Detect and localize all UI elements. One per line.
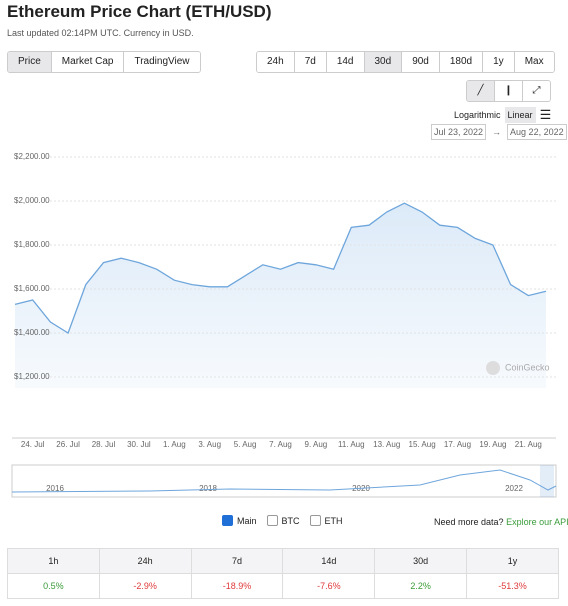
watermark-logo [486, 361, 500, 375]
y-tick-label: $2,200.00 [14, 152, 50, 161]
x-tick-label: 5. Aug [234, 440, 257, 449]
fullscreen-tool[interactable]: ⤢ [523, 81, 550, 101]
line-tool[interactable]: ╱ [467, 81, 495, 101]
navigator-label: 2022 [505, 484, 523, 493]
navigator-label: 2016 [46, 484, 64, 493]
x-tick-label: 30. Jul [127, 440, 151, 449]
y-tick-label: $1,800.00 [14, 240, 50, 249]
legend: Main BTC ETH [222, 515, 343, 526]
legend-label: ETH [324, 515, 343, 526]
x-tick-label: 1. Aug [163, 440, 186, 449]
legend-btc[interactable]: BTC [266, 515, 300, 526]
table-header: 7d [190, 548, 284, 574]
date-range: Jul 23, 2022 → Aug 22, 2022 [431, 124, 567, 140]
range-to[interactable]: Aug 22, 2022 [507, 124, 567, 140]
navigator [11, 464, 557, 498]
legend-eth[interactable]: ETH [309, 515, 343, 526]
candle-tool[interactable]: ❙ [495, 81, 523, 101]
navigator-label: 2018 [199, 484, 217, 493]
table-header: 1h [7, 548, 100, 574]
range-separator: → [492, 127, 502, 137]
table-cell: -51.3% [466, 573, 559, 599]
table-cell: -2.9% [98, 573, 192, 599]
x-tick-label: 11. Aug [338, 440, 365, 449]
table-header: 30d [374, 548, 468, 574]
table-cell: -18.9% [190, 573, 284, 599]
range-button[interactable]: 7d [294, 52, 327, 72]
range-button[interactable]: 1y [483, 52, 515, 72]
api-link[interactable]: Explore our API [506, 517, 568, 527]
x-tick-label: 21. Aug [515, 440, 542, 449]
log-toggle[interactable]: Logarithmic [454, 110, 501, 120]
range-button[interactable]: Max [514, 52, 554, 72]
range-button[interactable]: 180d [439, 52, 484, 72]
x-tick-label: 24. Jul [21, 440, 45, 449]
legend-label: BTC [281, 515, 300, 526]
x-tick-label: 7. Aug [269, 440, 292, 449]
navigator-window[interactable] [540, 465, 554, 497]
x-tick-label: 28. Jul [92, 440, 116, 449]
range-button[interactable]: 90d [402, 52, 440, 72]
range-button[interactable]: 24h [257, 52, 295, 72]
last-updated: Last updated 02:14PM UTC. Currency in US… [7, 28, 194, 38]
scale: Logarithmic Linear ☰ [454, 107, 551, 123]
x-tick-label: 3. Aug [198, 440, 221, 449]
y-tick-label: $1,600.00 [14, 284, 50, 293]
range-from[interactable]: Jul 23, 2022 [431, 124, 487, 140]
x-tick-label: 19. Aug [479, 440, 506, 449]
price-line [14, 202, 547, 334]
change-table: 1h 24h 7d 14d 30d 1y 0.5% -2.9% -18.9% -7.6% 2.2% -… [7, 548, 559, 599]
range-button[interactable]: 30d [364, 52, 403, 72]
table-cell: 2.2% [374, 573, 468, 599]
table-header: 14d [282, 548, 376, 574]
x-tick-label: 26. Jul [56, 440, 80, 449]
more-data: Need more data? Explore our API [434, 517, 568, 527]
tab[interactable]: Price [8, 52, 52, 72]
watermark: CoinGecko [505, 362, 550, 372]
x-tick-label: 13. Aug [373, 440, 400, 449]
x-tick-label: 9. Aug [305, 440, 328, 449]
table-cell: -7.6% [282, 573, 376, 599]
y-tick-label: $1,200.00 [14, 372, 50, 381]
legend-label: Main [237, 515, 257, 526]
ranges: 24h 7d 14d 30d 90d 180d 1y Max [256, 51, 555, 73]
more-text: Need more data? [434, 517, 504, 527]
title: Ethereum Price Chart (ETH/USD) [7, 2, 272, 21]
y-tick-label: $1,400.00 [14, 328, 50, 337]
tab[interactable]: Market Cap [51, 52, 125, 72]
menu[interactable]: ☰ [539, 107, 552, 122]
tools: ╱ ❙ ⤢ [466, 80, 551, 102]
table-header: 24h [98, 548, 192, 574]
table-cell: 0.5% [7, 573, 100, 599]
area [15, 203, 546, 388]
navigator-line [11, 469, 557, 493]
y-tick-label: $2,000.00 [14, 196, 50, 205]
tab[interactable]: TradingView [124, 52, 200, 72]
x-tick-label: 15. Aug [409, 440, 436, 449]
range-button[interactable]: 14d [326, 52, 365, 72]
tabs: Price Market Cap TradingView [7, 51, 201, 73]
linear-toggle[interactable]: Linear [504, 107, 536, 123]
x-tick-label: 17. Aug [444, 440, 471, 449]
legend-main[interactable]: Main [222, 515, 257, 526]
table-header: 1y [466, 548, 559, 574]
